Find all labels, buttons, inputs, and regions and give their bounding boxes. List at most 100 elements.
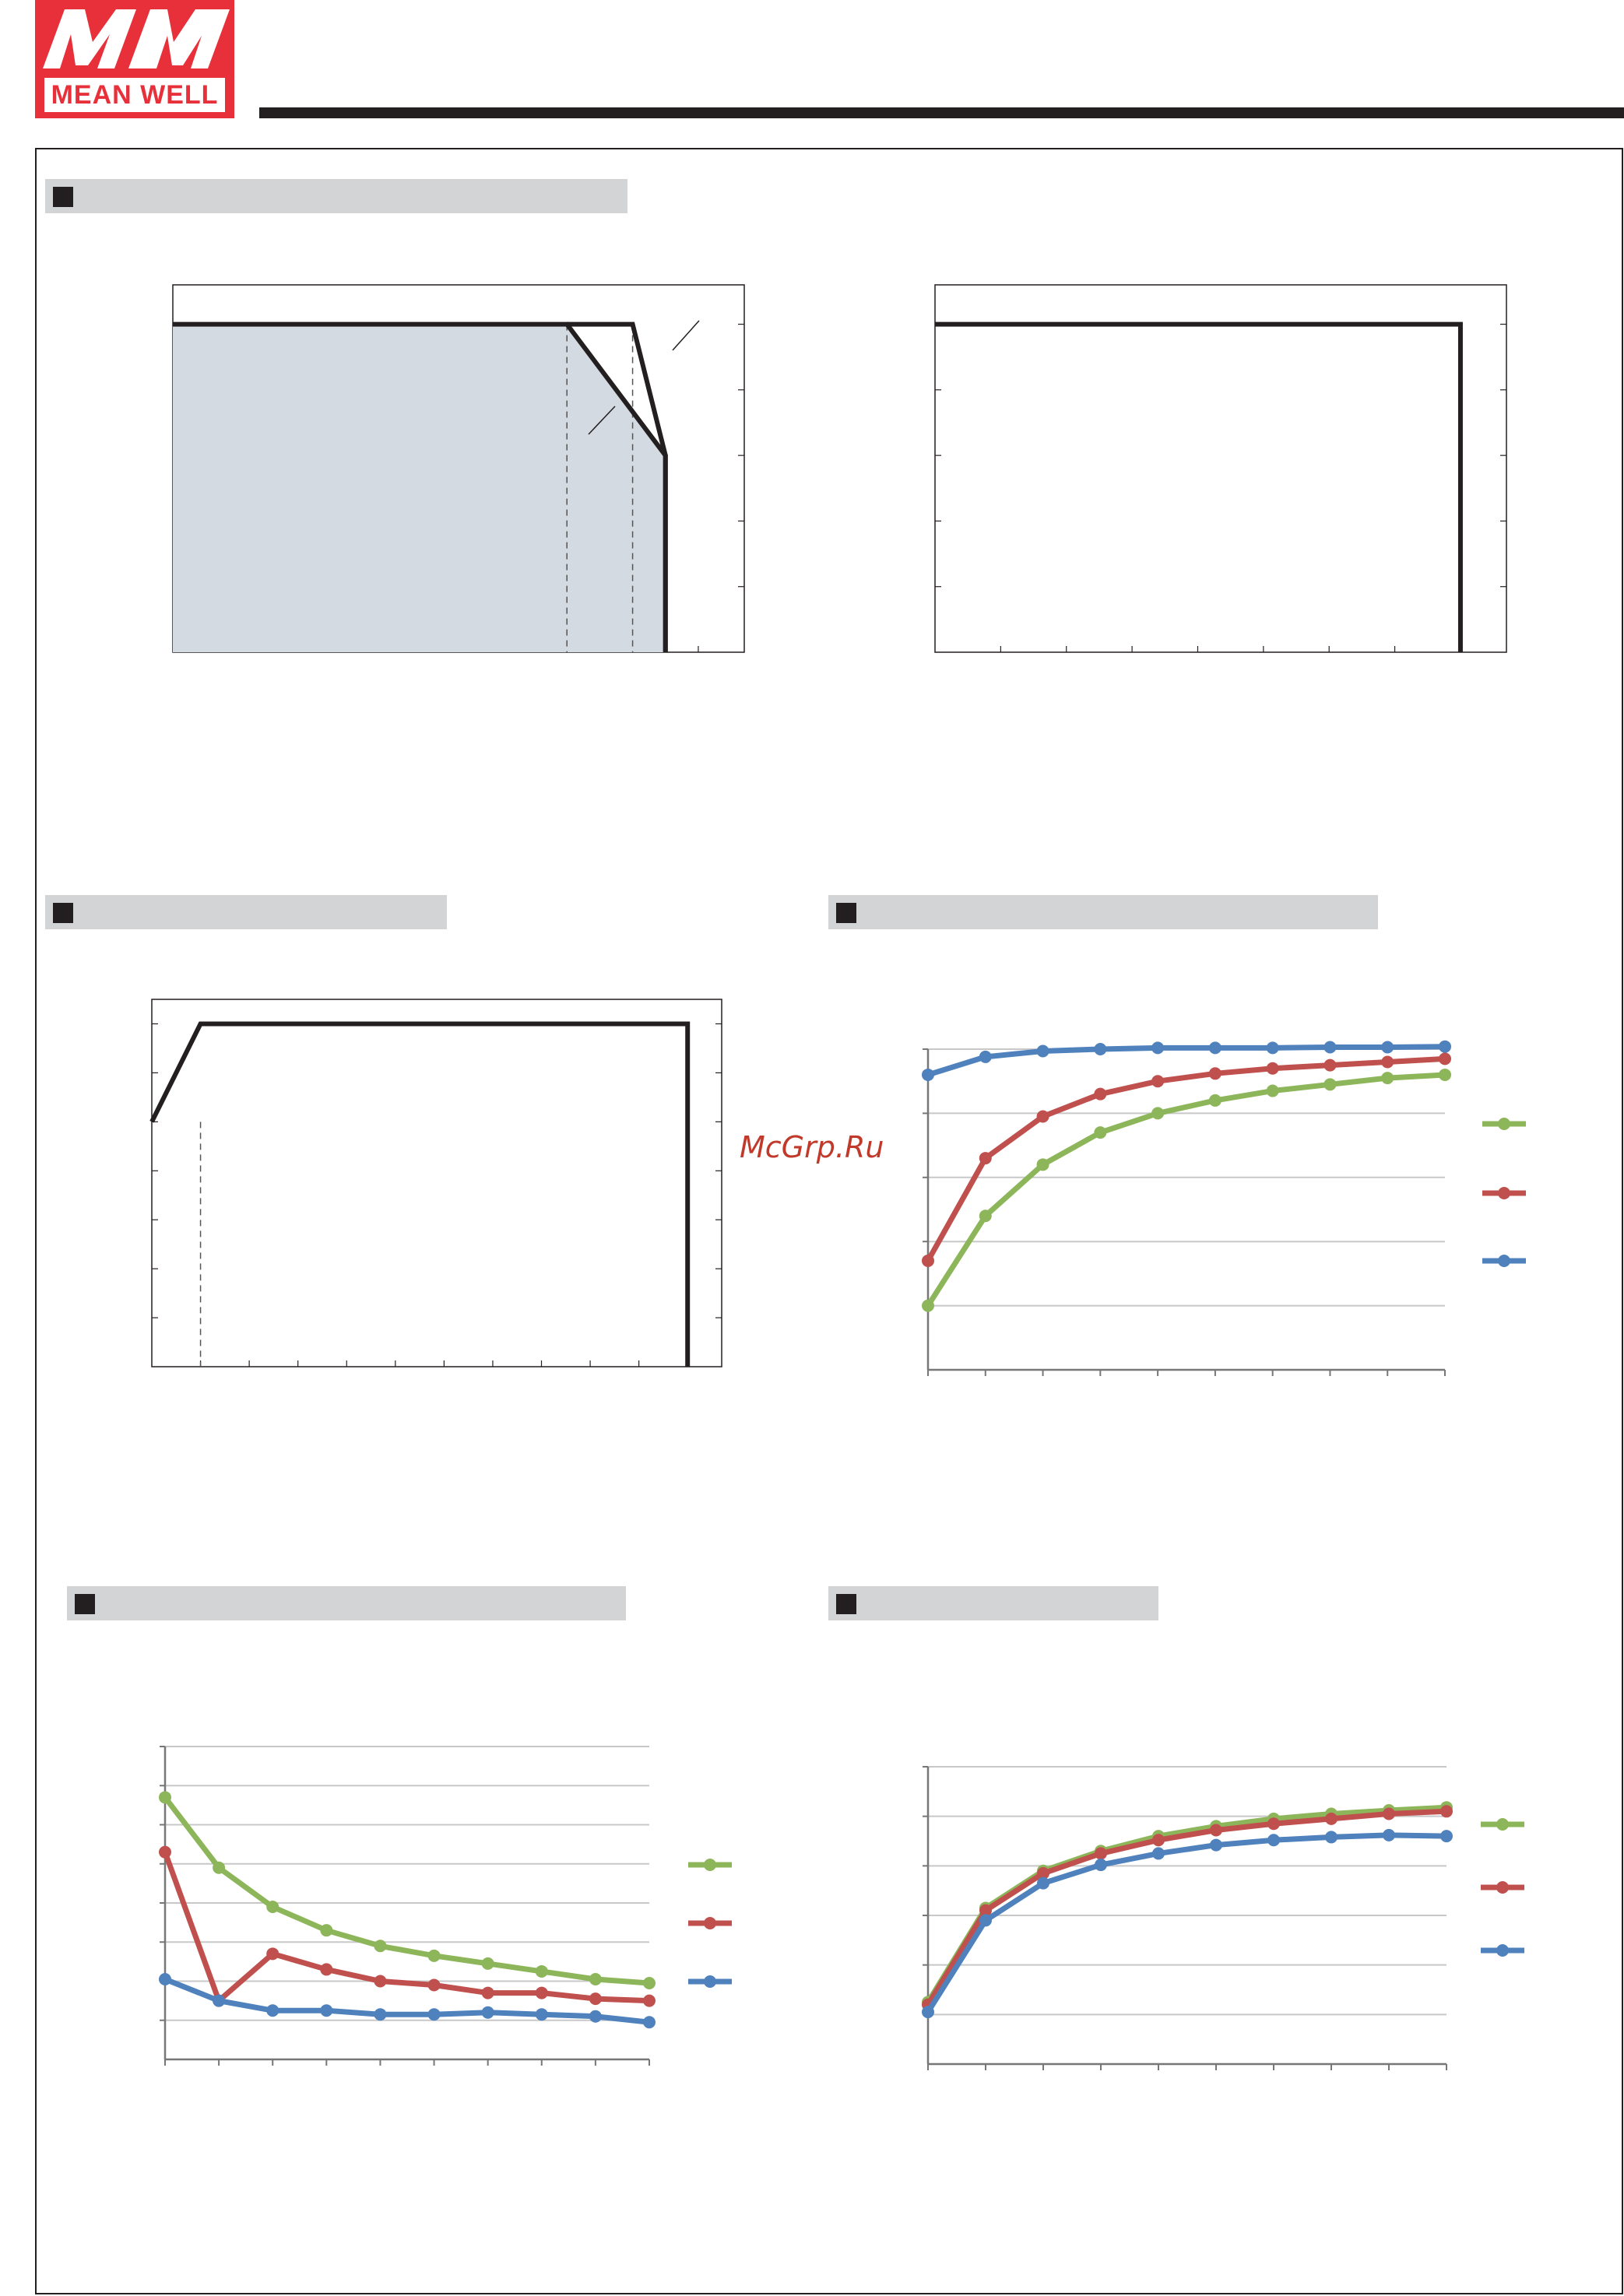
brand-name: MEAN WELL	[44, 78, 225, 112]
section-bullet	[53, 187, 73, 207]
section-header-input-derating	[45, 895, 447, 929]
data-point-red	[266, 1947, 279, 1961]
legend-marker-blue	[1498, 1255, 1510, 1267]
data-point-red	[922, 1254, 934, 1267]
data-point-blue	[1325, 1831, 1338, 1844]
data-point-blue	[1036, 1044, 1049, 1058]
data-point-green	[1381, 1072, 1394, 1085]
data-point-red	[1152, 1834, 1165, 1847]
data-point-blue	[1439, 1040, 1451, 1053]
series-line-green	[163, 1796, 650, 1986]
data-point-green	[1266, 1084, 1279, 1097]
derating-line-2	[567, 321, 668, 652]
data-point-blue	[1267, 1834, 1280, 1847]
data-point-red	[1381, 1055, 1394, 1069]
derating-line-1	[149, 1021, 691, 1367]
data-point-blue	[427, 2008, 441, 2021]
data-point-blue	[1210, 1838, 1222, 1852]
series-line-red	[925, 1055, 1446, 1262]
data-point-red	[1095, 1847, 1107, 1860]
power-factor-chart	[922, 1766, 1524, 2070]
data-point-blue	[643, 2016, 656, 2029]
data-point-blue	[1152, 1847, 1165, 1860]
data-point-blue	[589, 2010, 602, 2023]
data-point-green	[1151, 1107, 1165, 1120]
data-point-red	[1266, 1062, 1279, 1075]
section-header-derating	[45, 179, 627, 213]
data-point-blue	[1151, 1041, 1165, 1055]
data-point-red	[1151, 1075, 1165, 1088]
series-line-blue	[926, 1044, 1446, 1078]
data-point-red	[1208, 1067, 1222, 1080]
data-point-blue	[1094, 1043, 1107, 1055]
legend-marker-green	[704, 1859, 716, 1871]
data-point-blue	[374, 2008, 387, 2021]
data-point-green	[427, 1949, 441, 1962]
data-point-green	[535, 1964, 548, 1978]
data-point-red	[159, 1845, 171, 1859]
section-header-power-factor	[828, 1586, 1158, 1620]
data-point-red	[1036, 1110, 1049, 1123]
derating-chart	[172, 284, 745, 653]
data-point-red	[1440, 1805, 1453, 1818]
data-point-red	[1323, 1058, 1337, 1072]
data-point-blue	[922, 2006, 934, 2019]
plot-frame	[934, 284, 1507, 653]
series-line-green	[926, 1072, 1446, 1308]
data-point-green	[374, 1940, 387, 1953]
annotation-arrow	[672, 320, 700, 351]
data-point-red	[481, 1986, 494, 1999]
data-point-green	[979, 1209, 992, 1223]
output-derating-chart	[149, 999, 722, 1367]
data-point-green	[1094, 1126, 1107, 1139]
series-line-blue	[926, 1832, 1447, 2014]
legend-marker-blue	[1496, 1944, 1509, 1957]
data-point-red	[535, 1986, 548, 1999]
page-frame	[35, 148, 1623, 2294]
data-point-red	[374, 1975, 387, 1988]
data-point-blue	[213, 1994, 226, 2007]
data-point-blue	[1266, 1041, 1279, 1055]
data-point-blue	[320, 2004, 333, 2017]
data-point-red	[643, 1994, 656, 2007]
data-point-blue	[979, 1914, 992, 1927]
legend-marker-red	[1496, 1881, 1509, 1894]
data-point-red	[1439, 1052, 1451, 1065]
mw-logo-mark	[43, 9, 230, 68]
section-bullet	[75, 1594, 95, 1614]
plot-frame	[151, 999, 722, 1367]
ripple-chart	[159, 1746, 732, 2066]
series-line-red	[162, 1851, 650, 2004]
input-derating-chart	[934, 284, 1507, 653]
data-point-blue	[922, 1068, 934, 1081]
data-point-red	[1094, 1087, 1107, 1101]
data-point-green	[1439, 1068, 1451, 1081]
data-point-green	[266, 1901, 279, 1914]
data-point-blue	[266, 2004, 279, 2017]
data-point-green	[922, 1299, 934, 1312]
data-point-red	[979, 1904, 992, 1917]
data-point-red	[320, 1963, 333, 1976]
data-point-red	[979, 1152, 992, 1165]
data-point-blue	[1381, 1041, 1394, 1054]
data-point-blue	[1323, 1041, 1337, 1054]
header-rule	[259, 107, 1624, 118]
section-header-ripple	[67, 1586, 626, 1620]
mean-well-logo: MEAN WELL	[35, 0, 234, 118]
data-point-blue	[481, 2006, 494, 2019]
data-point-green	[589, 1972, 602, 1985]
series-line-blue	[163, 1976, 650, 2025]
data-point-green	[481, 1957, 494, 1970]
data-point-red	[1037, 1866, 1049, 1880]
series-line-red	[926, 1808, 1447, 2006]
legend-marker-green	[1498, 1118, 1510, 1130]
data-point-blue	[159, 1972, 171, 1985]
data-point-green	[159, 1791, 171, 1804]
data-point-green	[320, 1924, 333, 1937]
data-point-blue	[1440, 1830, 1453, 1843]
annotation-arrow	[588, 405, 616, 435]
legend-marker-red	[704, 1917, 716, 1929]
watermark: McGrp.Ru	[740, 1130, 884, 1164]
legend-marker-green	[1496, 1818, 1509, 1831]
data-point-red	[427, 1978, 441, 1992]
